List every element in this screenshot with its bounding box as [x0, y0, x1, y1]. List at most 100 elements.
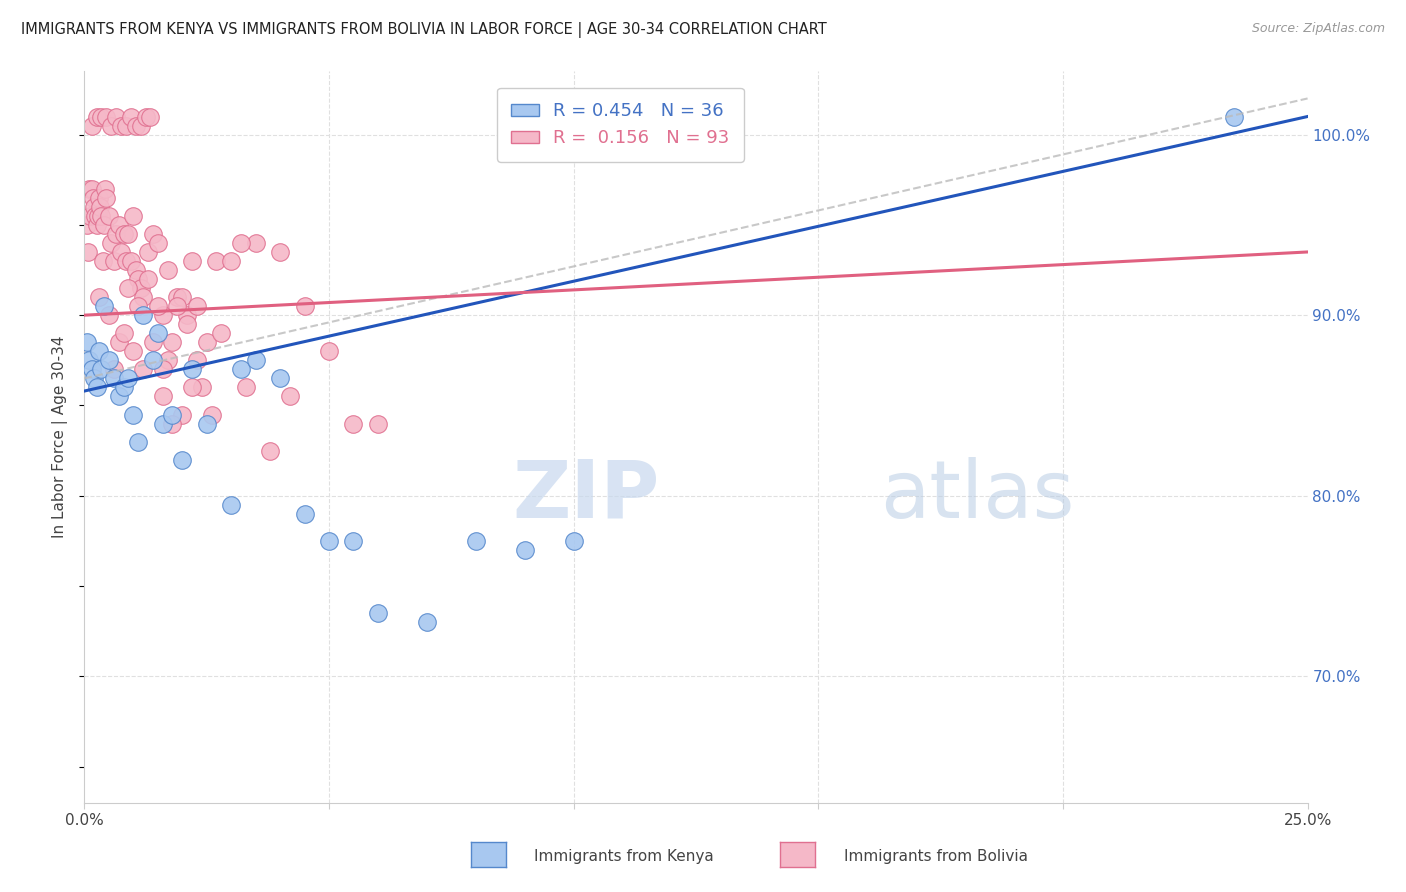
Point [100, 119, 122, 133]
Point [97, 308, 120, 322]
Point [79, 209, 101, 223]
Point [87, 209, 110, 223]
Point [127, 434, 149, 449]
Point [107, 389, 129, 403]
Point [90, 209, 112, 223]
Point [120, 254, 142, 268]
Text: Immigrants from Bolivia: Immigrants from Bolivia [844, 849, 1028, 863]
Point [117, 227, 139, 241]
Point [367, 417, 389, 431]
Point [229, 362, 252, 376]
Point [110, 119, 132, 133]
Point [112, 380, 135, 394]
Point [122, 344, 145, 359]
Point [135, 110, 157, 124]
Point [464, 533, 486, 548]
Point [86, 218, 108, 232]
Point [103, 254, 125, 268]
Point [172, 408, 194, 422]
Point [125, 263, 148, 277]
Point [195, 417, 218, 431]
Point [91, 254, 114, 268]
Point [103, 362, 125, 376]
Point [152, 417, 174, 431]
Point [117, 371, 139, 385]
Point [86, 380, 108, 394]
Point [127, 272, 149, 286]
Point [97, 353, 120, 368]
Point [83, 200, 105, 214]
Point [112, 227, 135, 241]
Point [132, 308, 155, 322]
Point [318, 533, 340, 548]
Point [191, 380, 214, 394]
Point [136, 272, 159, 286]
Point [90, 362, 112, 376]
Point [129, 281, 152, 295]
Point [136, 244, 159, 259]
Point [416, 615, 439, 630]
Point [80, 119, 103, 133]
Point [103, 371, 125, 385]
Point [342, 533, 364, 548]
Point [562, 533, 585, 548]
Point [176, 308, 198, 322]
Point [86, 110, 108, 124]
Point [513, 543, 536, 558]
Point [129, 119, 152, 133]
Point [219, 498, 242, 512]
Point [125, 119, 148, 133]
Point [235, 380, 257, 394]
Point [200, 408, 222, 422]
Point [1223, 110, 1246, 124]
Point [76, 218, 98, 232]
Point [209, 326, 232, 341]
Point [97, 209, 120, 223]
Point [229, 235, 252, 250]
Point [142, 335, 165, 350]
Point [278, 389, 301, 403]
Point [100, 235, 122, 250]
Point [294, 299, 316, 313]
Point [318, 344, 340, 359]
Point [89, 200, 111, 214]
Point [152, 389, 174, 403]
Point [110, 244, 132, 259]
Point [294, 507, 316, 521]
Point [84, 209, 107, 223]
Point [172, 452, 194, 467]
Point [96, 191, 118, 205]
Point [181, 362, 204, 376]
Point [120, 110, 142, 124]
Point [146, 326, 169, 341]
Point [115, 254, 138, 268]
Point [205, 254, 228, 268]
Point [122, 408, 145, 422]
Point [162, 335, 184, 350]
Point [80, 362, 103, 376]
Point [166, 290, 188, 304]
Point [80, 182, 103, 196]
Point [245, 353, 267, 368]
Point [93, 299, 115, 313]
Point [176, 317, 198, 331]
Point [87, 191, 110, 205]
Point [127, 299, 149, 313]
Point [122, 209, 145, 223]
Point [186, 353, 208, 368]
Point [105, 227, 128, 241]
Point [172, 290, 194, 304]
Point [115, 119, 138, 133]
Text: ZIP: ZIP [512, 457, 659, 534]
Point [152, 308, 174, 322]
Point [367, 606, 389, 620]
Point [93, 218, 115, 232]
Point [146, 235, 169, 250]
Point [117, 281, 139, 295]
Point [107, 335, 129, 350]
Point [181, 380, 204, 394]
Point [162, 408, 184, 422]
Point [342, 417, 364, 431]
Point [139, 110, 162, 124]
Point [132, 362, 155, 376]
